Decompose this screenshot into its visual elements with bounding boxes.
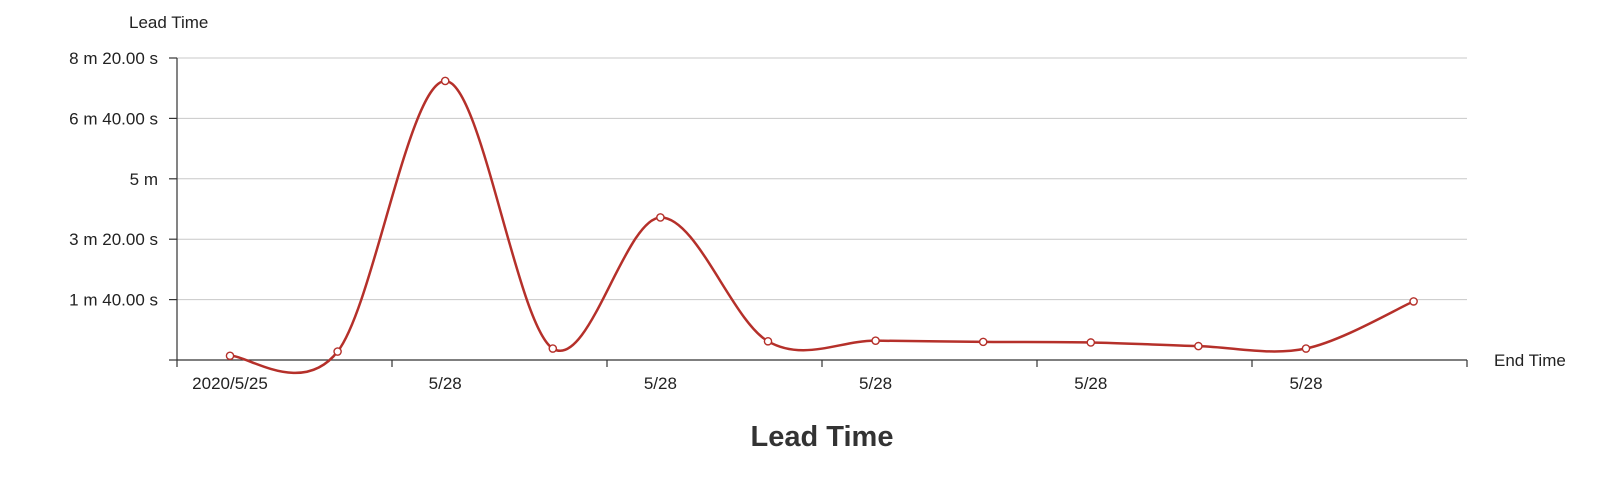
data-point: [333, 347, 342, 356]
x-axis-title: End Time: [1494, 351, 1566, 370]
y-axis-ticks: 1 m 40.00 s 3 m 20.00 s 5 m 6 m 40.00 s 8 m …: [69, 49, 177, 361]
data-point: [978, 337, 988, 347]
data-point: [225, 351, 235, 361]
series-line: [229, 79, 1415, 375]
x-tick-label: 5/28: [644, 374, 677, 393]
data-point: [1194, 341, 1203, 351]
data-point: [1301, 344, 1311, 353]
data-point: [440, 76, 450, 86]
x-tick-label: 5/28: [429, 374, 462, 393]
y-tick-label: 1 m 40.00 s: [69, 291, 158, 310]
x-tick-label: 2020/5/25: [192, 374, 268, 393]
y-axis-title: Lead Time: [129, 13, 208, 32]
data-point: [1086, 338, 1096, 347]
data-point: [763, 336, 773, 346]
data-point: [871, 336, 880, 345]
y-tick-label: 3 m 20.00 s: [69, 230, 158, 249]
axes: [176, 58, 1467, 361]
data-points: [225, 76, 1418, 361]
data-point: [548, 344, 558, 353]
data-point: [656, 213, 665, 222]
chart-title: Lead Time: [751, 421, 894, 453]
x-tick-label: 5/28: [1074, 374, 1107, 393]
y-tick-label: 8 m 20.00 s: [69, 49, 158, 68]
x-tick-label: 5/28: [1289, 374, 1322, 393]
y-tick-label: 5 m: [130, 170, 158, 189]
data-point: [1409, 297, 1418, 306]
y-tick-label: 6 m 40.00 s: [69, 109, 158, 128]
grid-lines: [177, 57, 1467, 301]
x-axis-ticks: 2020/5/25 5/28 5/28 5/28 5/28 5/28: [176, 360, 1468, 393]
x-tick-label: 5/28: [859, 374, 892, 393]
